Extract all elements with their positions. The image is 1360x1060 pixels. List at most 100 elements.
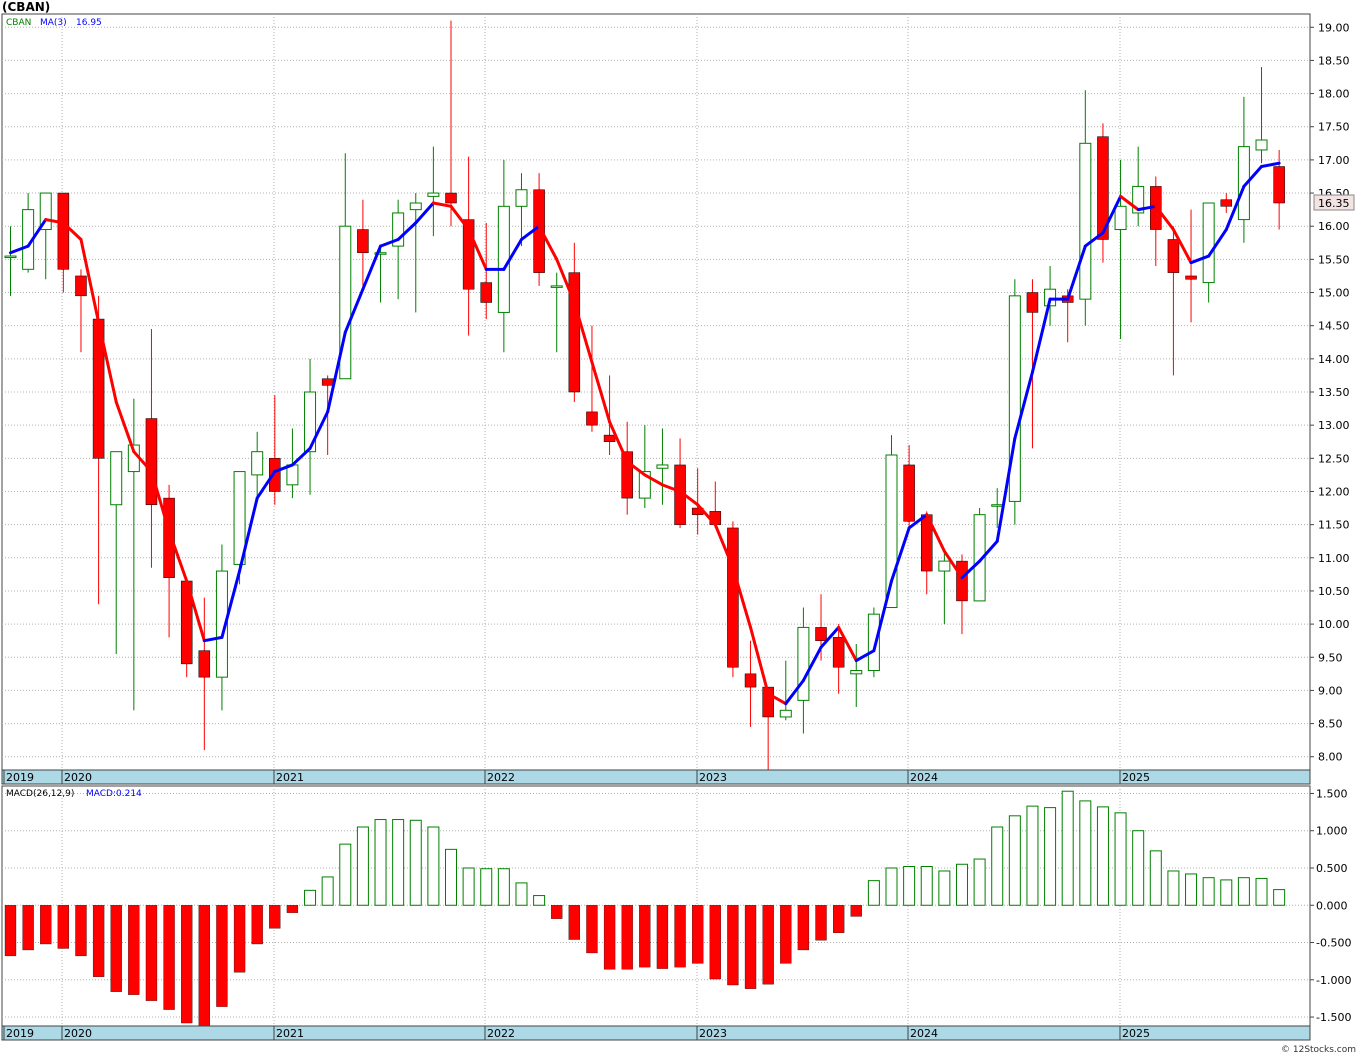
watermark: © 12Stocks.com	[1281, 1045, 1356, 1055]
macd-bar-positive	[938, 870, 951, 906]
ma-segment	[819, 625, 841, 649]
macd-bar-positive	[480, 868, 493, 906]
candle-body-up	[1114, 205, 1127, 231]
price-y-axis: 8.00 8.50 9.00 9.50 10.00 10.50 11.00 11.50 12.0…	[1310, 21, 1350, 764]
ma-segment	[149, 470, 171, 533]
ma-segment	[749, 625, 770, 696]
macd-bar-positive	[1026, 805, 1039, 906]
macd-bar-negative	[181, 905, 193, 1024]
candle-body-down	[762, 686, 774, 718]
macd-x-axis: 2019 2020 2021 2022 2023 2024 2025	[3, 1026, 1150, 1040]
macd-bar-negative	[145, 905, 158, 1001]
candle-body-up	[1132, 185, 1145, 214]
macd-bar-negative	[110, 905, 122, 992]
macd-year-label: 2021	[276, 1027, 304, 1040]
ma-segment	[1207, 228, 1228, 258]
macd-bar-negative	[286, 905, 299, 913]
candle-body-up	[215, 570, 228, 678]
ma-segment	[238, 496, 259, 573]
candle-body-down	[568, 272, 581, 393]
price-tick-label: 15.00	[1318, 287, 1350, 300]
candle-body-down	[269, 458, 281, 492]
ma-segment	[61, 221, 83, 241]
macd-tick-label: 0.000	[1316, 899, 1348, 912]
price-tick-label: 9.00	[1318, 684, 1343, 697]
macd-bar-negative	[198, 905, 210, 1027]
candle-body-up	[251, 451, 264, 476]
ma-segment	[132, 450, 153, 474]
price-year-label: 2020	[64, 771, 92, 784]
ma-segment	[519, 224, 541, 241]
candle-body-up	[374, 252, 387, 255]
macd-bar-negative	[621, 905, 633, 970]
candle-body-down	[75, 275, 87, 297]
macd-tick-label: 1.500	[1316, 787, 1348, 800]
candle-body-down	[1185, 275, 1197, 280]
ma-segment	[167, 529, 189, 583]
macd-bar-positive	[1202, 877, 1215, 906]
macd-bar-negative	[709, 905, 721, 980]
price-tick-label: 17.50	[1318, 121, 1350, 134]
macd-bar-positive	[885, 867, 898, 906]
macd-bar-negative	[656, 905, 669, 969]
macd-bar-negative	[586, 905, 598, 954]
macd-tick-label: -1.500	[1316, 1011, 1351, 1024]
ma-segment	[1189, 254, 1211, 265]
macd-bar-positive	[321, 876, 334, 906]
macd-bar-negative	[163, 905, 175, 1010]
candle-body-down	[744, 673, 757, 688]
ma-segment	[1083, 231, 1105, 248]
price-x-axis-band	[1, 769, 1311, 785]
macd-bar-positive	[515, 882, 528, 906]
candle-body-down	[57, 192, 70, 270]
ma-segment	[79, 237, 101, 324]
macd-bar-positive	[445, 848, 457, 906]
macd-year-label: 2022	[487, 1027, 515, 1040]
ma-segment	[555, 257, 576, 304]
macd-bar-negative	[22, 905, 34, 951]
macd-bar-positive	[1220, 879, 1233, 906]
candle-body-up	[1044, 288, 1057, 307]
candle-body-up	[39, 192, 52, 231]
ma-segment	[343, 287, 365, 334]
ma-segment	[379, 237, 400, 248]
macd-bar-positive	[1132, 830, 1145, 906]
candle-body-down	[145, 418, 158, 505]
macd-bar-positive	[374, 819, 387, 906]
price-tick-label: 10.50	[1318, 585, 1350, 598]
macd-bar-positive	[903, 865, 916, 906]
ma-segment	[590, 360, 612, 424]
macd-bar-negative	[780, 905, 792, 964]
candle-body-up	[339, 225, 352, 380]
price-tick-label: 13.50	[1318, 386, 1350, 399]
candle-body-up	[233, 471, 246, 565]
ma-segment	[854, 649, 876, 663]
ma-segment	[431, 201, 453, 208]
macd-year-label: 2019	[6, 1027, 34, 1040]
price-year-label: 2024	[910, 771, 938, 784]
price-tick-label: 18.50	[1318, 54, 1350, 67]
macd-bar-positive	[533, 895, 546, 906]
candle-body-down	[1273, 166, 1285, 204]
candle-body-up	[1079, 142, 1092, 300]
candle-body-up	[973, 514, 986, 602]
ma-segment	[290, 446, 312, 467]
legend-ma-label: MA(3)	[40, 18, 67, 28]
macd-bar-negative	[850, 905, 862, 917]
price-grid	[2, 14, 1310, 770]
macd-bar-positive	[1079, 800, 1092, 906]
candle-body-up	[550, 285, 563, 288]
macd-bar-negative	[551, 905, 563, 919]
candle-body-up	[1008, 295, 1021, 502]
macd-bar-positive	[1061, 790, 1074, 906]
candle-body-up	[885, 454, 898, 609]
legend-symbol: CBAN	[6, 18, 31, 28]
macd-bar-positive	[409, 819, 422, 906]
macd-bar-negative	[815, 905, 827, 941]
ma-segment	[766, 692, 788, 706]
ma-segment	[731, 566, 753, 629]
macd-bar-negative	[727, 905, 739, 986]
macd-bar-positive	[1149, 850, 1162, 906]
candle-body-up	[1202, 202, 1215, 284]
ma-segment	[960, 559, 982, 580]
